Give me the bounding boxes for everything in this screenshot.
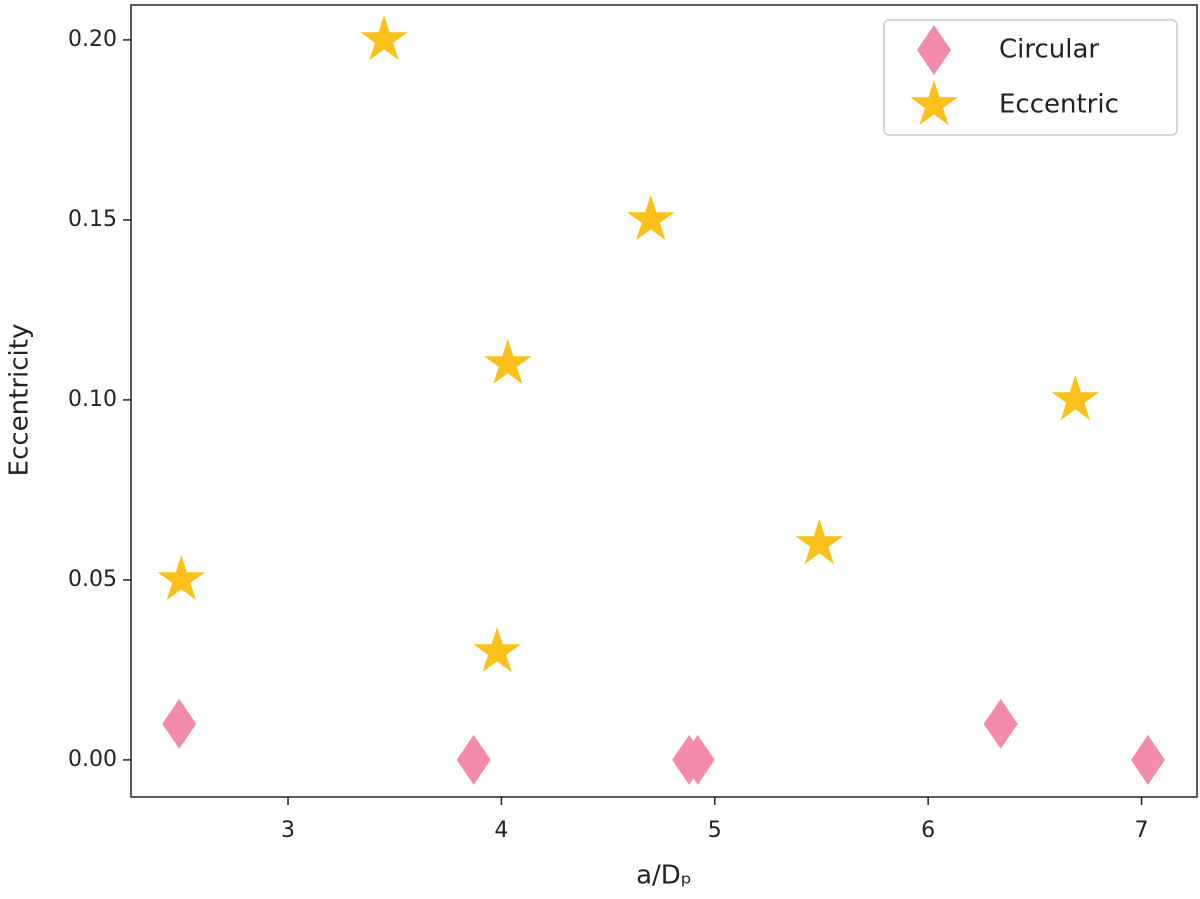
legend-box <box>883 19 1178 136</box>
point <box>1051 374 1100 421</box>
point <box>983 698 1018 749</box>
legend-label: Eccentric <box>999 90 1119 120</box>
legend-marker <box>910 80 958 126</box>
y-axis-label: Eccentricity <box>5 324 35 477</box>
point <box>1130 734 1165 785</box>
point <box>456 734 491 785</box>
x-tick-label: 7 <box>1135 818 1149 843</box>
x-axis-label: a/Dₚ <box>636 861 692 891</box>
x-tick-label: 4 <box>494 818 508 843</box>
y-tick-label: 0.20 <box>68 27 117 52</box>
plot-frame <box>130 4 1198 798</box>
point <box>360 14 408 61</box>
point <box>626 194 675 241</box>
point <box>157 554 206 601</box>
legend-label: Circular <box>999 35 1099 65</box>
point <box>162 698 197 749</box>
point <box>795 518 844 565</box>
point <box>473 626 521 673</box>
x-tick-label: 5 <box>708 818 722 843</box>
y-tick-label: 0.00 <box>68 747 117 772</box>
y-tick-label: 0.15 <box>68 207 117 232</box>
point <box>484 338 532 385</box>
legend-marker <box>917 25 951 75</box>
y-tick-label: 0.05 <box>68 567 117 592</box>
x-tick-label: 6 <box>921 818 935 843</box>
y-tick-label: 0.10 <box>68 387 117 412</box>
x-tick-label: 3 <box>281 818 295 843</box>
point <box>680 734 715 785</box>
